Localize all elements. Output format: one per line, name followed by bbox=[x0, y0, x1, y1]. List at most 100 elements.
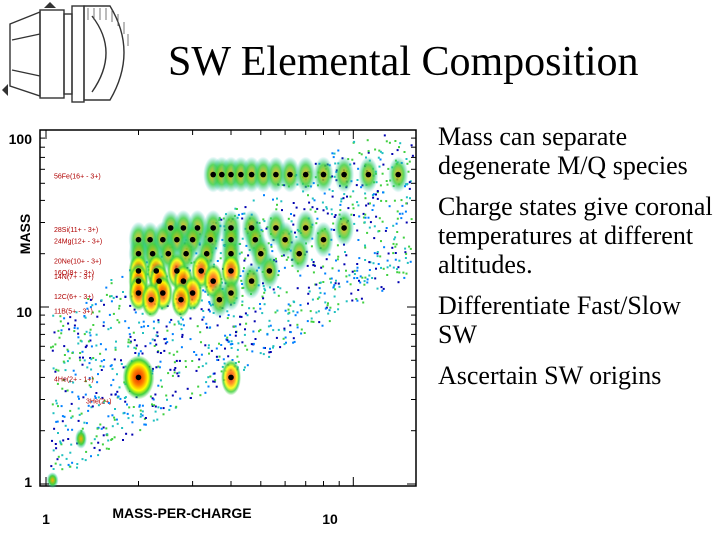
count-pixel bbox=[144, 423, 147, 426]
count-pixel bbox=[355, 298, 358, 300]
count-pixel bbox=[55, 399, 58, 402]
count-pixel bbox=[178, 322, 181, 325]
count-pixel bbox=[107, 402, 110, 404]
count-pixel bbox=[404, 257, 407, 259]
count-pixel bbox=[78, 413, 81, 416]
count-pixel bbox=[152, 327, 155, 330]
count-pixel bbox=[331, 195, 334, 198]
count-pixel bbox=[276, 197, 278, 200]
count-pixel bbox=[262, 218, 265, 221]
count-pixel bbox=[353, 140, 356, 143]
count-pixel bbox=[394, 245, 397, 248]
count-pixel bbox=[237, 342, 240, 345]
count-pixel bbox=[324, 272, 327, 275]
count-pixel bbox=[287, 312, 290, 315]
count-pixel bbox=[89, 357, 92, 359]
count-pixel bbox=[121, 427, 124, 429]
count-pixel bbox=[227, 314, 230, 317]
count-pixel bbox=[96, 427, 99, 430]
species-marker bbox=[216, 296, 223, 303]
count-pixel bbox=[226, 317, 229, 320]
count-pixel bbox=[262, 353, 265, 356]
species-marker bbox=[183, 250, 189, 257]
count-pixel bbox=[376, 287, 379, 290]
count-pixel bbox=[86, 307, 89, 310]
count-pixel bbox=[178, 371, 181, 374]
species-marker bbox=[395, 171, 402, 178]
count-pixel bbox=[219, 257, 222, 260]
count-pixel bbox=[337, 282, 340, 285]
count-pixel bbox=[320, 266, 323, 269]
count-pixel bbox=[402, 271, 405, 274]
species-marker bbox=[194, 225, 201, 231]
count-pixel bbox=[83, 315, 86, 317]
count-pixel bbox=[247, 254, 250, 257]
count-pixel bbox=[310, 245, 313, 248]
count-pixel bbox=[227, 355, 230, 358]
count-pixel bbox=[103, 303, 105, 306]
count-pixel bbox=[140, 413, 142, 416]
count-pixel bbox=[399, 142, 402, 145]
count-pixel bbox=[118, 321, 121, 324]
count-pixel bbox=[182, 324, 185, 327]
species-annotation: 16O(8+ - 3+) bbox=[54, 270, 94, 277]
count-pixel bbox=[373, 225, 376, 228]
count-pixel bbox=[105, 427, 108, 430]
count-pixel bbox=[166, 329, 169, 332]
count-pixel bbox=[327, 302, 329, 305]
count-pixel bbox=[173, 368, 176, 371]
count-pixel bbox=[92, 324, 95, 326]
count-pixel bbox=[159, 379, 162, 382]
species-marker bbox=[165, 250, 172, 257]
count-pixel bbox=[50, 465, 53, 468]
species-marker bbox=[210, 225, 216, 231]
count-pixel bbox=[104, 348, 107, 351]
count-pixel bbox=[364, 244, 366, 247]
count-pixel bbox=[124, 320, 127, 323]
count-pixel bbox=[277, 328, 280, 331]
count-pixel bbox=[77, 407, 80, 410]
count-pixel bbox=[80, 412, 83, 415]
count-pixel bbox=[241, 341, 244, 344]
count-pixel bbox=[363, 283, 366, 286]
count-pixel bbox=[289, 324, 292, 327]
count-pixel bbox=[330, 213, 333, 216]
count-pixel bbox=[334, 288, 337, 291]
count-pixel bbox=[124, 400, 127, 403]
count-pixel bbox=[201, 365, 204, 368]
count-pixel bbox=[324, 301, 327, 304]
axis-ticks bbox=[40, 129, 417, 486]
count-pixel bbox=[210, 349, 213, 352]
count-pixel bbox=[155, 343, 158, 346]
count-pixel bbox=[241, 294, 244, 297]
count-pixel bbox=[382, 267, 385, 270]
count-pixel bbox=[122, 291, 124, 293]
count-pixel bbox=[111, 414, 114, 417]
count-pixel bbox=[353, 273, 356, 275]
y-tick-1: 1 bbox=[24, 474, 32, 490]
count-pixel bbox=[55, 447, 58, 450]
count-pixel bbox=[243, 267, 245, 270]
count-pixel bbox=[283, 266, 286, 269]
count-pixel bbox=[357, 167, 360, 170]
count-pixel bbox=[394, 258, 397, 261]
count-pixel bbox=[97, 454, 100, 457]
count-pixel bbox=[245, 322, 248, 325]
count-pixel bbox=[345, 300, 348, 303]
count-pixel bbox=[85, 301, 88, 304]
count-pixel bbox=[85, 450, 88, 453]
count-pixel bbox=[263, 347, 266, 349]
count-pixel bbox=[383, 134, 386, 137]
count-pixel bbox=[252, 342, 255, 345]
count-pixel bbox=[127, 338, 130, 341]
count-pixel bbox=[392, 266, 395, 269]
count-pixel bbox=[123, 397, 126, 399]
count-pixel bbox=[91, 377, 94, 380]
count-pixel bbox=[73, 330, 76, 333]
count-pixel bbox=[356, 266, 359, 269]
count-pixel bbox=[114, 348, 117, 351]
count-pixel bbox=[319, 291, 322, 294]
count-pixel bbox=[159, 352, 162, 354]
count-pixel bbox=[364, 213, 367, 216]
count-pixel bbox=[54, 370, 57, 373]
